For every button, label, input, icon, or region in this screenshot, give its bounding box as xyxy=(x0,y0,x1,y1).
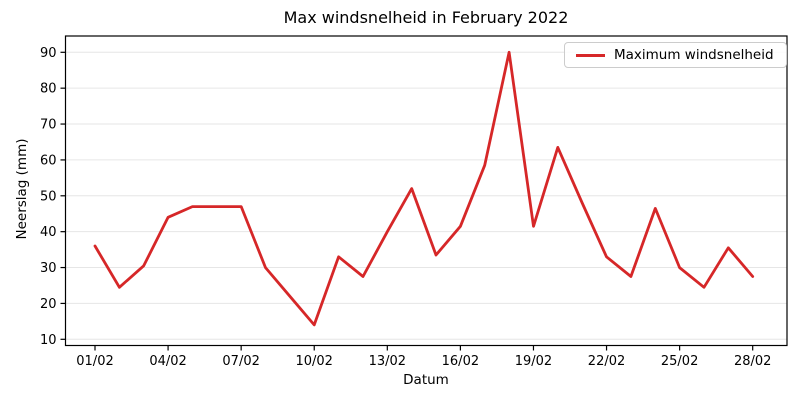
legend-line-swatch-icon xyxy=(576,53,605,57)
x-axis-label: Datum xyxy=(403,372,449,388)
x-tick-label: 28/02 xyxy=(734,354,771,369)
x-tick-label: 19/02 xyxy=(515,354,552,369)
x-tick-label: 25/02 xyxy=(661,354,698,369)
y-tick-label: 90 xyxy=(40,46,57,61)
y-tick-label: 30 xyxy=(40,261,57,276)
y-tick-label: 70 xyxy=(40,118,57,133)
x-tick-label: 01/02 xyxy=(76,354,113,369)
x-tick-label: 10/02 xyxy=(295,354,332,369)
y-tick-label: 50 xyxy=(40,189,57,204)
x-tick-label: 07/02 xyxy=(222,354,259,369)
x-tick-label: 22/02 xyxy=(588,354,625,369)
y-tick-label: 10 xyxy=(40,333,57,348)
y-tick-label: 40 xyxy=(40,225,57,240)
x-tick-label: 13/02 xyxy=(369,354,406,369)
legend: Maximum windsnelheid xyxy=(564,42,787,68)
x-tick-label: 16/02 xyxy=(442,354,479,369)
y-tick-label: 60 xyxy=(40,153,57,168)
y-tick-label: 80 xyxy=(40,82,57,97)
y-tick-label: 20 xyxy=(40,297,57,312)
chart-title: Max windsnelheid in February 2022 xyxy=(283,8,569,27)
y-axis-label: Neerslag (mm) xyxy=(14,138,30,240)
x-tick-label: 04/02 xyxy=(149,354,186,369)
legend-label: Maximum windsnelheid xyxy=(614,47,774,63)
data-line-maximum-windsnelheid xyxy=(93,50,755,327)
plot-spines xyxy=(64,35,788,347)
